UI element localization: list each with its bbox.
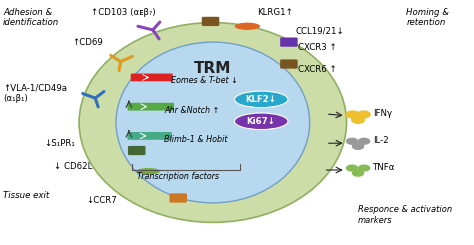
- Text: IL-2: IL-2: [374, 136, 389, 145]
- Circle shape: [346, 165, 357, 171]
- FancyBboxPatch shape: [128, 146, 146, 155]
- Text: KLRG1↑: KLRG1↑: [256, 8, 292, 17]
- Text: Homing &
retention: Homing & retention: [407, 8, 449, 27]
- Text: Transcription factors: Transcription factors: [137, 172, 219, 181]
- Text: ↓CCR7: ↓CCR7: [86, 196, 117, 206]
- Text: CXCR6 ↑: CXCR6 ↑: [298, 65, 337, 74]
- Ellipse shape: [116, 42, 310, 203]
- Text: CXCR3 ↑: CXCR3 ↑: [298, 43, 337, 52]
- Text: IFNγ: IFNγ: [374, 110, 392, 119]
- FancyBboxPatch shape: [202, 17, 219, 26]
- Ellipse shape: [136, 168, 160, 174]
- Circle shape: [346, 138, 357, 144]
- Circle shape: [358, 165, 370, 171]
- Text: Adhesion &
identification: Adhesion & identification: [3, 8, 59, 27]
- Text: Eomes & T-bet ↓: Eomes & T-bet ↓: [171, 76, 238, 85]
- Text: Tissue exit: Tissue exit: [3, 191, 49, 200]
- FancyBboxPatch shape: [128, 132, 172, 140]
- Ellipse shape: [235, 23, 260, 30]
- Text: ↑CD103 (αᴇβ₇): ↑CD103 (αᴇβ₇): [91, 8, 155, 17]
- Ellipse shape: [235, 91, 288, 108]
- Circle shape: [352, 116, 365, 123]
- Text: ↓ CD62L: ↓ CD62L: [54, 162, 92, 171]
- Text: TNFα: TNFα: [374, 163, 396, 172]
- Text: Ahr &Notch ↑: Ahr &Notch ↑: [164, 106, 220, 115]
- Circle shape: [357, 111, 370, 118]
- Circle shape: [353, 144, 364, 149]
- Text: Responce & activation
markers: Responce & activation markers: [358, 205, 452, 225]
- Text: CCL19/21↓: CCL19/21↓: [296, 27, 345, 36]
- Text: Ki67↓: Ki67↓: [247, 117, 276, 126]
- Text: ↑CD69: ↑CD69: [72, 38, 103, 47]
- FancyBboxPatch shape: [131, 74, 173, 81]
- Circle shape: [358, 138, 370, 144]
- Ellipse shape: [79, 23, 346, 222]
- FancyBboxPatch shape: [128, 103, 174, 110]
- Text: ↓S₁PR₁: ↓S₁PR₁: [45, 139, 75, 148]
- Text: KLF2↓: KLF2↓: [246, 95, 277, 104]
- Ellipse shape: [235, 113, 288, 130]
- FancyBboxPatch shape: [170, 193, 187, 203]
- Text: TRM: TRM: [194, 61, 231, 76]
- FancyBboxPatch shape: [280, 59, 298, 69]
- Text: Blimb-1 & Hobit: Blimb-1 & Hobit: [164, 135, 228, 144]
- Text: ↑VLA-1/CD49a
(α₁β₁): ↑VLA-1/CD49a (α₁β₁): [3, 84, 67, 103]
- Circle shape: [346, 111, 359, 118]
- Circle shape: [353, 170, 364, 176]
- FancyBboxPatch shape: [280, 37, 298, 47]
